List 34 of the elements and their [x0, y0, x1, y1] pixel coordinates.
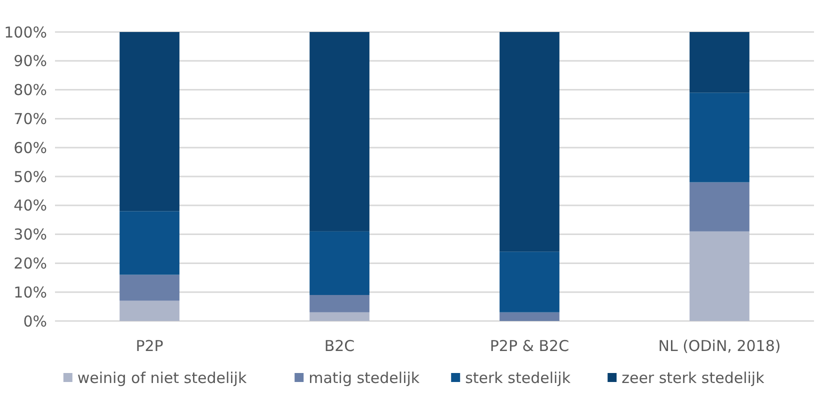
legend-label: weinig of niet stedelijk [77, 369, 247, 387]
y-tick-label: 10% [14, 283, 47, 302]
bar [500, 312, 560, 321]
x-tick-label: NL (ODiN, 2018) [658, 337, 781, 355]
bar [500, 252, 560, 312]
y-tick-label: 80% [14, 81, 47, 100]
legend-label: sterk stedelijk [465, 369, 571, 387]
y-tick-label: 30% [14, 226, 47, 244]
bar [500, 32, 560, 252]
bar [310, 312, 370, 321]
x-tick-label: B2C [324, 337, 355, 355]
y-tick-label: 90% [14, 52, 47, 70]
y-tick-label: 60% [14, 138, 47, 157]
y-tick-label: 20% [14, 254, 47, 272]
bar [120, 274, 180, 301]
x-tick-label: P2P & B2C [490, 337, 570, 355]
y-tick-label: 40% [14, 196, 47, 215]
y-tick-label: 100% [4, 23, 47, 42]
y-tick-label: 50% [14, 168, 47, 186]
bar [120, 300, 180, 321]
bar [690, 182, 750, 232]
bar [120, 211, 180, 275]
bar [310, 294, 370, 312]
bar [310, 32, 370, 232]
legend-label: zeer sterk stedelijk [622, 369, 765, 387]
x-tick-label: P2P [136, 337, 164, 355]
legend-label: matig stedelijk [308, 369, 420, 387]
bar [310, 231, 370, 295]
y-tick-label: 70% [14, 110, 47, 128]
bar [690, 231, 750, 321]
y-tick-label: 0% [23, 312, 47, 330]
bar [120, 32, 180, 212]
bar [690, 92, 750, 182]
bar [690, 32, 750, 93]
